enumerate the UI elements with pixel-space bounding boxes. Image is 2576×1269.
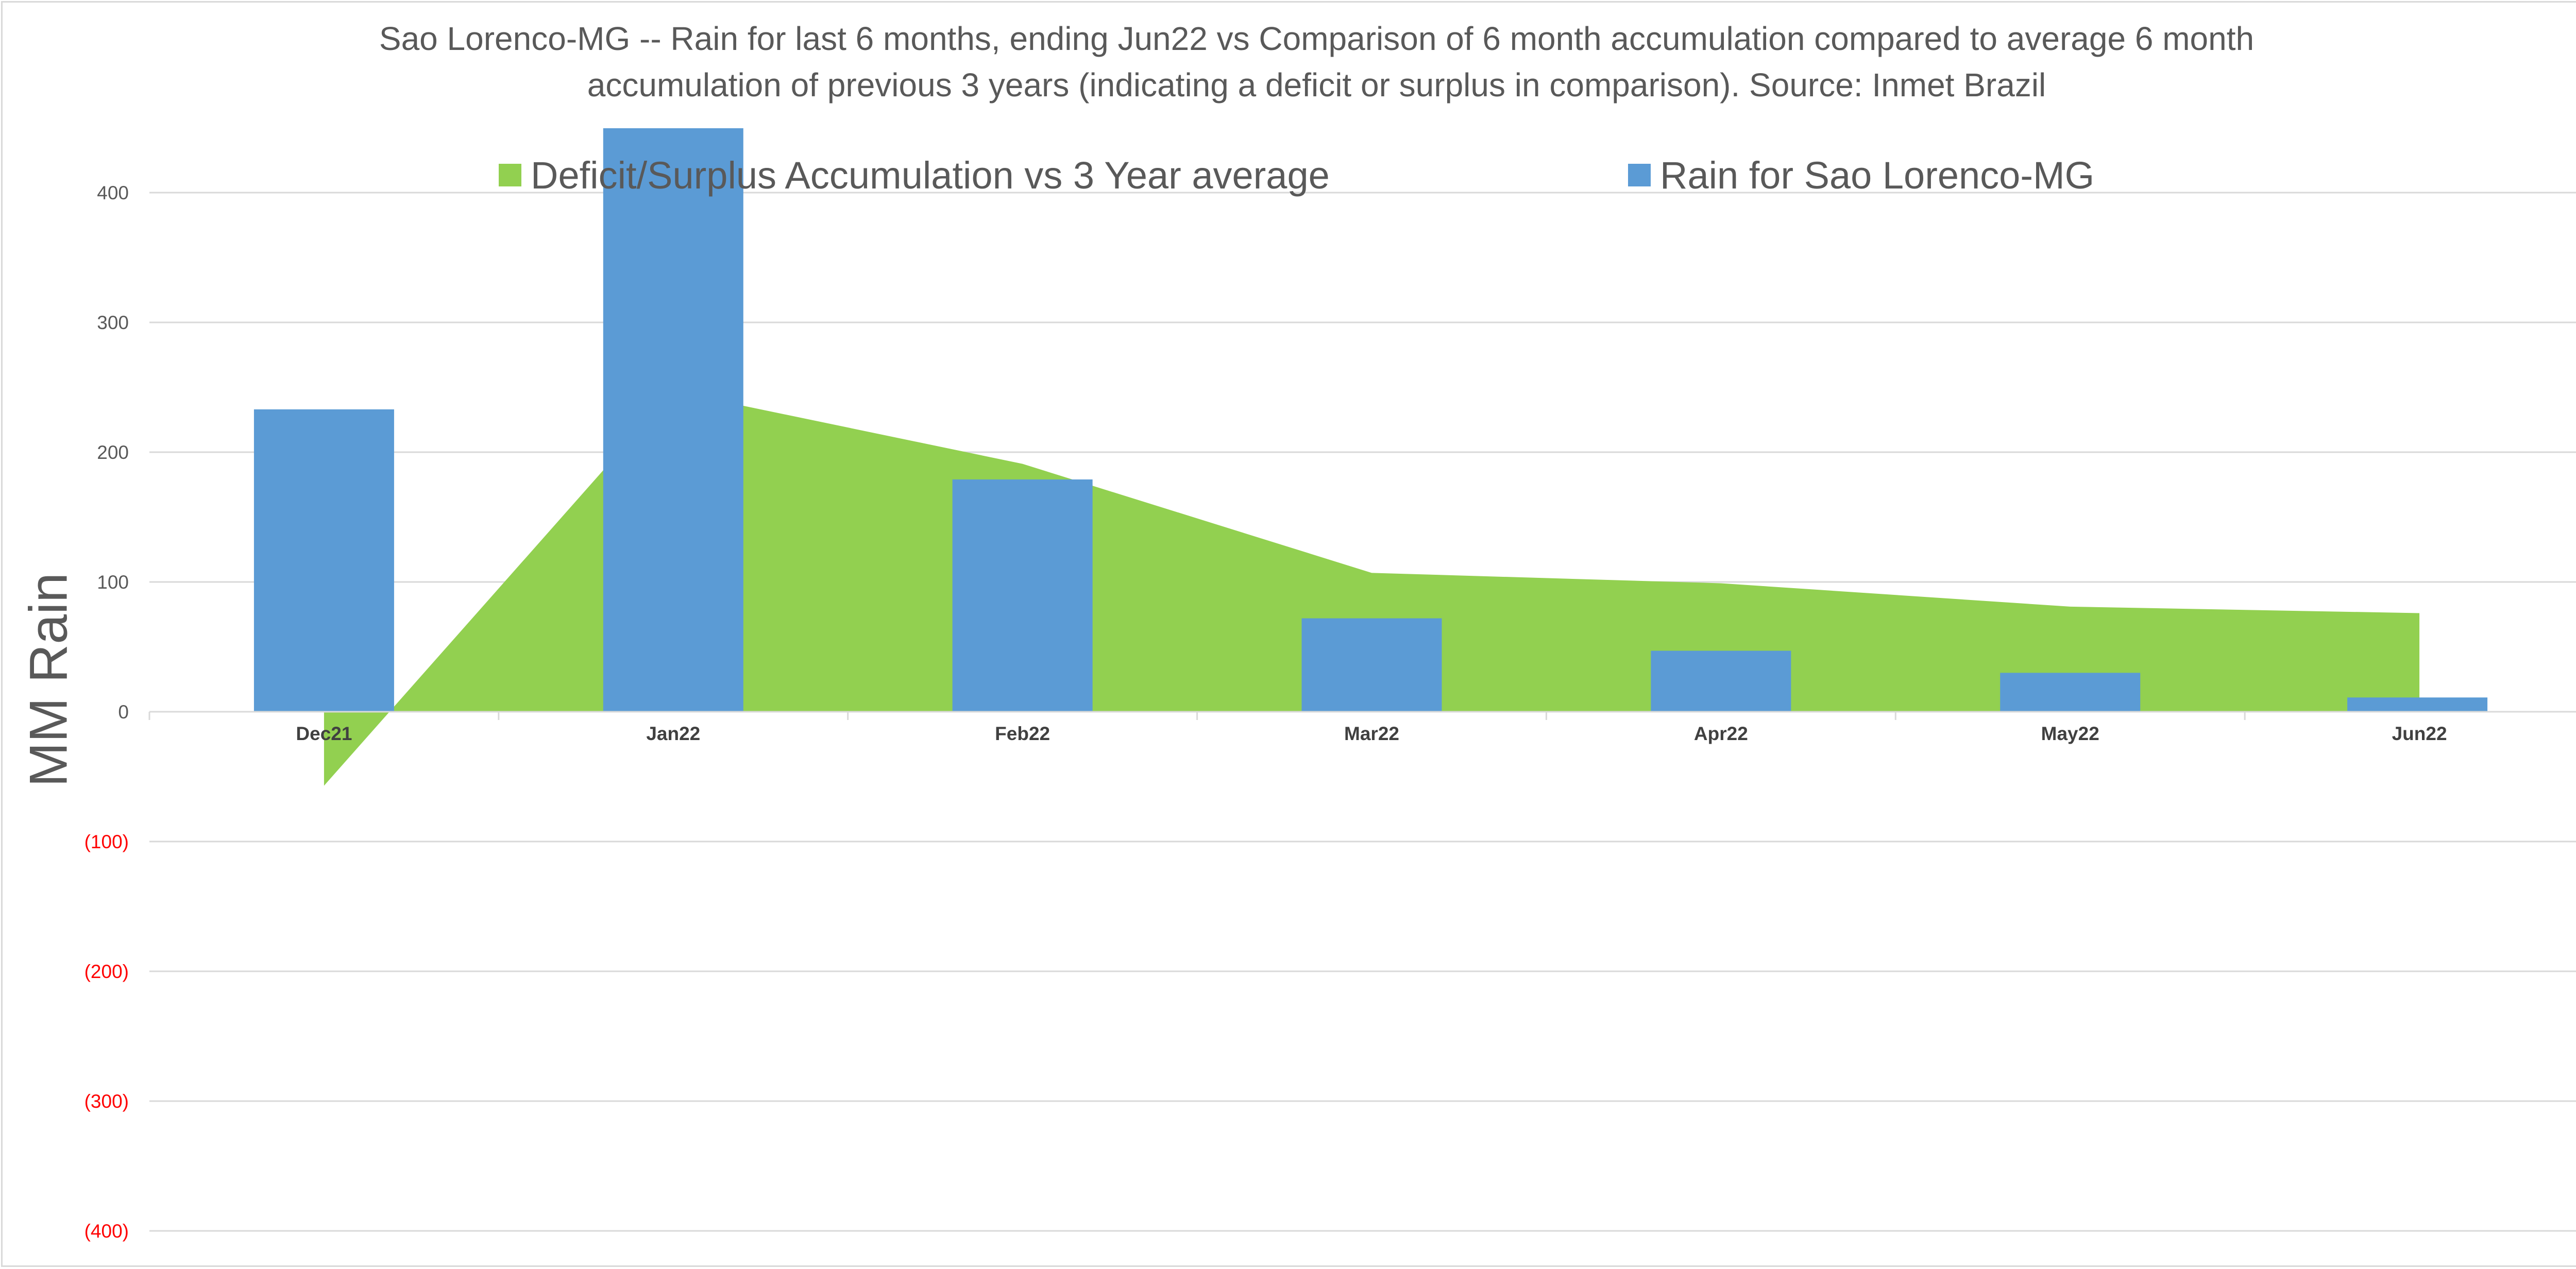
- bar-rain-apr22: [1651, 650, 1791, 712]
- x-tick-label: Feb22: [995, 723, 1050, 744]
- y-tick-label: (400): [84, 1221, 129, 1242]
- legend-label-rain: Rain for Sao Lorenco-MG: [1660, 153, 2095, 197]
- bar-rain-jun22: [2347, 697, 2488, 712]
- y-tick-label: 400: [97, 182, 129, 203]
- y-tick-label: 300: [97, 312, 129, 333]
- area-series-layer: [324, 391, 2420, 786]
- bar-rain-dec21: [253, 409, 394, 712]
- axis-layer: 400 300 200 100 0 (100) (200) (300) (400) Dec21 Ja…: [84, 182, 2576, 1242]
- bar-series-layer: [253, 128, 2488, 712]
- chart-title-line-1: Sao Lorenco-MG -- Rain for last 6 months…: [379, 20, 2255, 57]
- bar-rain-mar22: [1301, 618, 1442, 712]
- x-tick-label: Jan22: [646, 723, 700, 744]
- x-tick-label: Jun22: [2392, 723, 2447, 744]
- legend-swatch-deficit-surplus: [499, 164, 521, 186]
- legend-label-deficit-surplus: Deficit/Surplus Accumulation vs 3 Year a…: [531, 153, 1330, 197]
- y-tick-label: 100: [97, 572, 129, 593]
- y-tick-label: (200): [84, 961, 129, 982]
- x-tick-label: Mar22: [1344, 723, 1399, 744]
- legend-item-rain: Rain for Sao Lorenco-MG: [1628, 149, 2094, 201]
- bar-rain-may22: [2000, 673, 2141, 712]
- x-tick-label: May22: [2041, 723, 2099, 744]
- x-tick-label: Dec21: [296, 723, 352, 744]
- bar-rain-jan22: [603, 128, 743, 712]
- bar-rain-feb22: [952, 479, 1093, 712]
- chart-title-line-2: accumulation of previous 3 years (indica…: [587, 66, 2046, 104]
- legend-swatch-rain: [1628, 164, 1651, 186]
- y-tick-label: 200: [97, 442, 129, 463]
- y-tick-label: (300): [84, 1091, 129, 1112]
- y-axis-title: MM Rain: [19, 572, 79, 787]
- area-deficit-surplus: [324, 391, 2420, 786]
- y-tick-label: (100): [84, 831, 129, 852]
- chart-title: Sao Lorenco-MG -- Rain for last 6 months…: [0, 15, 2576, 108]
- legend-item-deficit-surplus: Deficit/Surplus Accumulation vs 3 Year a…: [499, 149, 1330, 201]
- y-tick-label: 0: [118, 701, 129, 723]
- x-tick-label: Apr22: [1694, 723, 1748, 744]
